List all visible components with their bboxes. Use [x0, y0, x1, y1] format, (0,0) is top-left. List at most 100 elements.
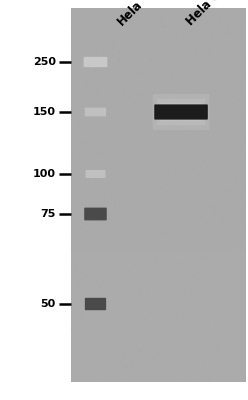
Point [157, 259, 161, 266]
Point [151, 243, 155, 249]
Point [198, 203, 202, 210]
Point [125, 284, 129, 290]
Point [110, 94, 114, 100]
Point [88, 313, 92, 319]
Point [161, 118, 165, 125]
Point [211, 196, 215, 202]
Point [81, 61, 85, 67]
Point [77, 154, 81, 160]
Point [178, 325, 182, 332]
Point [155, 349, 158, 356]
Point [96, 124, 100, 130]
Point [85, 222, 89, 228]
Point [221, 247, 225, 254]
Point [221, 367, 225, 374]
Point [169, 271, 173, 277]
Point [117, 48, 121, 54]
Point [216, 277, 220, 284]
Point [213, 291, 217, 298]
Point [208, 204, 212, 211]
Point [109, 353, 113, 359]
Point [223, 339, 227, 345]
Point [84, 149, 88, 155]
Point [70, 220, 74, 226]
Point [189, 318, 193, 324]
Point [180, 12, 184, 18]
Point [191, 288, 195, 295]
Point [217, 98, 221, 104]
Point [120, 354, 124, 360]
Point [157, 175, 161, 182]
Point [209, 345, 213, 352]
Point [109, 316, 113, 323]
Point [111, 146, 115, 152]
Point [199, 67, 203, 73]
Point [234, 208, 238, 215]
Point [133, 368, 137, 374]
Point [82, 98, 86, 104]
Point [102, 225, 106, 232]
Point [171, 326, 175, 332]
Point [239, 340, 243, 347]
Point [219, 371, 223, 377]
Point [162, 305, 166, 312]
Point [90, 232, 93, 238]
Point [205, 62, 209, 69]
Point [104, 316, 108, 322]
Point [77, 32, 81, 38]
Point [237, 191, 241, 197]
Point [97, 86, 101, 92]
Point [108, 139, 112, 146]
Point [180, 28, 184, 35]
Point [222, 201, 226, 208]
Point [237, 97, 241, 103]
Point [125, 293, 129, 299]
Point [145, 162, 149, 169]
Point [146, 364, 150, 370]
Point [77, 177, 81, 184]
Point [133, 30, 137, 36]
Point [127, 183, 131, 190]
Point [201, 156, 205, 162]
Point [121, 68, 125, 74]
Point [212, 284, 216, 291]
Point [133, 90, 137, 96]
Point [201, 122, 205, 128]
Point [238, 186, 242, 193]
Point [76, 374, 80, 380]
Point [152, 346, 155, 353]
Point [191, 95, 195, 102]
Point [229, 298, 233, 305]
Point [188, 248, 192, 254]
Point [150, 270, 154, 277]
Point [183, 150, 187, 156]
Point [199, 121, 203, 128]
Point [136, 88, 140, 94]
Point [200, 279, 204, 286]
Point [223, 289, 227, 296]
Point [86, 371, 90, 378]
Point [205, 255, 209, 262]
Point [82, 356, 86, 362]
Point [219, 307, 223, 313]
Point [94, 89, 98, 96]
Point [118, 269, 122, 276]
Point [123, 221, 127, 228]
Point [88, 332, 92, 338]
Point [173, 372, 177, 379]
Point [130, 23, 134, 30]
Point [93, 74, 97, 80]
Point [156, 184, 160, 191]
Point [173, 346, 177, 352]
Point [184, 264, 187, 271]
Point [209, 74, 213, 80]
Point [208, 282, 212, 289]
Point [238, 341, 242, 348]
Point [181, 118, 185, 124]
Point [82, 49, 86, 56]
Point [157, 44, 161, 50]
Point [214, 228, 218, 234]
Point [187, 42, 191, 49]
Point [71, 365, 75, 372]
Point [85, 245, 89, 252]
